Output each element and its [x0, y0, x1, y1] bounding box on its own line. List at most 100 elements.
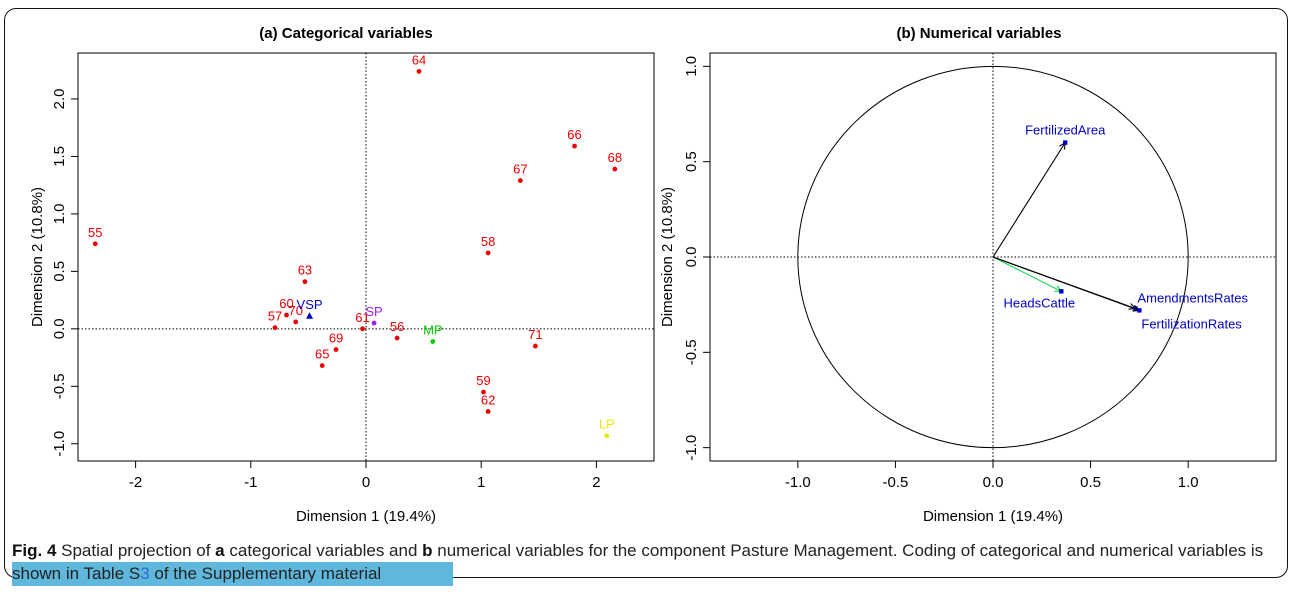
arrow-label: HeadsCattle — [1004, 295, 1076, 310]
panel-b-x-tick-label: 0.0 — [983, 474, 1004, 491]
arrow-label: AmendmentsRates — [1137, 290, 1248, 305]
point-label: 64 — [412, 52, 426, 67]
point-marker — [302, 279, 308, 285]
figure-charts: (a) Categorical variables -2 -1 0 1 2 -1.0 -0… — [29, 25, 1277, 525]
point-label: 60 — [279, 296, 293, 311]
figure-label: Fig. 4 — [12, 541, 57, 560]
caption-text-1: Spatial projection of — [56, 541, 216, 560]
panel-b-x-axis: -1.0 -0.5 0.0 0.5 1.0 — [785, 461, 1199, 491]
point-marker — [284, 312, 289, 318]
point-label: 57 — [268, 309, 282, 324]
caption-text-4: of the Supplementary material — [149, 564, 382, 583]
figure-frame — [4, 8, 1288, 578]
panel-b-y-tick-label: 0.0 — [683, 247, 700, 268]
panel-b-y-tick-label: -0.5 — [683, 339, 700, 365]
panel-a-reference-lines — [78, 53, 654, 461]
panel-a-y-tick-label: -0.5 — [51, 373, 68, 399]
text-selection-highlight — [12, 562, 453, 586]
point-marker — [430, 339, 436, 344]
panel-a-y-tick-label: 1.5 — [51, 146, 68, 167]
panel-a-y-tick-label: 2.0 — [51, 89, 68, 110]
point-marker — [612, 166, 618, 172]
point-label: 66 — [567, 127, 581, 142]
panel-a-y-tick-label: 0.5 — [51, 261, 68, 282]
point-label: 56 — [390, 319, 404, 334]
point-marker — [333, 347, 339, 352]
panel-a-x-tick-label: 0 — [362, 474, 370, 491]
panel-a-y-tick-label: -1.0 — [51, 431, 68, 457]
point-marker — [272, 325, 278, 331]
point-label: LP — [599, 417, 615, 432]
panel-b-x-tick-label: 1.0 — [1178, 474, 1199, 491]
point-label: VSP — [297, 297, 323, 312]
caption-text-3: numerical variables for the component Pa… — [12, 541, 1264, 583]
panel-a-points: 55 56 57 58 59 60 61 62 63 64 65 66 67 68 69 70 71 VSP SP M… — [88, 52, 622, 439]
variable-arrow — [992, 256, 1062, 292]
panel-b-y-tick-label: 1.0 — [683, 56, 700, 77]
point-marker — [92, 241, 98, 247]
arrow-end-marker — [1059, 289, 1064, 294]
point-marker — [394, 335, 400, 341]
panel-b-y-axis-label: Dimension 2 (10.8%) — [659, 187, 676, 327]
panel-a-x-axis-label: Dimension 1 (19.4%) — [296, 508, 436, 525]
point-marker — [293, 319, 299, 325]
point-marker — [485, 250, 491, 256]
panel-a-x-tick-label: 2 — [592, 474, 600, 491]
point-label: 70 — [288, 303, 302, 318]
panel-a-x-axis: -2 -1 0 1 2 — [129, 461, 601, 491]
point-marker — [485, 409, 491, 414]
point-marker — [416, 68, 422, 74]
point-marker — [572, 143, 577, 149]
panel-b-x-tick-label: -0.5 — [882, 474, 908, 491]
point-label: 55 — [88, 225, 102, 240]
numerical-variables-panel: (b) Numerical variables -1.0 -0.5 0.0 0.5 1.… — [659, 25, 1277, 525]
point-marker — [319, 363, 325, 369]
panel-a-title: (a) Categorical variables — [259, 25, 432, 42]
variable-arrow — [992, 256, 1140, 311]
point-label: 58 — [481, 234, 495, 249]
panel-a-x-tick-label: -1 — [244, 474, 257, 491]
caption-text-2: categorical variables and — [224, 541, 423, 560]
panel-b-x-axis-label: Dimension 1 (19.4%) — [923, 508, 1063, 525]
caption-ref-b: b — [422, 541, 433, 560]
point-label: 71 — [528, 327, 542, 342]
panel-a-y-axis: -1.0 -0.5 0.0 0.5 1.0 1.5 2.0 — [51, 89, 78, 457]
point-label: SP — [365, 304, 382, 319]
point-marker — [481, 389, 486, 395]
point-marker — [306, 312, 314, 319]
panel-b-title: (b) Numerical variables — [896, 25, 1061, 42]
arrow-end-marker — [1137, 308, 1142, 313]
point-label: 68 — [608, 150, 622, 165]
panel-a-x-tick-label: -2 — [129, 474, 142, 491]
point-label: MP — [423, 322, 443, 337]
panel-b-y-axis: -1.0 -0.5 0.0 0.5 1.0 — [683, 56, 710, 461]
panel-b-y-tick-label: -1.0 — [683, 435, 700, 461]
panel-b-y-tick-label: 0.5 — [683, 151, 700, 172]
point-label: 63 — [298, 263, 312, 278]
point-marker — [532, 343, 538, 349]
arrow-end-marker — [1063, 140, 1068, 145]
point-marker — [371, 320, 377, 326]
point-label: 61 — [355, 310, 369, 325]
point-marker — [517, 178, 523, 183]
arrow-label: FertilizedArea — [1025, 123, 1106, 138]
point-label: 59 — [476, 373, 490, 388]
panel-a-x-tick-label: 1 — [477, 474, 485, 491]
point-label: 65 — [315, 347, 329, 362]
panel-a-y-axis-label: Dimension 2 (10.8%) — [29, 187, 46, 327]
point-marker — [360, 326, 365, 332]
point-marker — [604, 433, 610, 439]
variable-arrow — [992, 142, 1066, 258]
caption-ref-a: a — [215, 541, 225, 560]
table-s3-link[interactable]: 3 — [140, 564, 150, 583]
panel-a-y-tick-label: 1.0 — [51, 203, 68, 224]
categorical-variables-panel: (a) Categorical variables -2 -1 0 1 2 -1.0 -0… — [29, 25, 655, 525]
point-label: 62 — [481, 393, 495, 408]
panel-b-x-tick-label: 0.5 — [1080, 474, 1101, 491]
point-label: 69 — [329, 331, 343, 346]
figure-caption: Fig. 4 Spatial projection of a categoric… — [12, 539, 1284, 585]
point-label: 67 — [513, 162, 527, 177]
panel-b-arrows: FertilizedArea HeadsCattle AmendmentsRates… — [992, 123, 1249, 331]
panel-b-x-tick-label: -1.0 — [785, 474, 811, 491]
panel-a-y-tick-label: 0.0 — [51, 318, 68, 339]
